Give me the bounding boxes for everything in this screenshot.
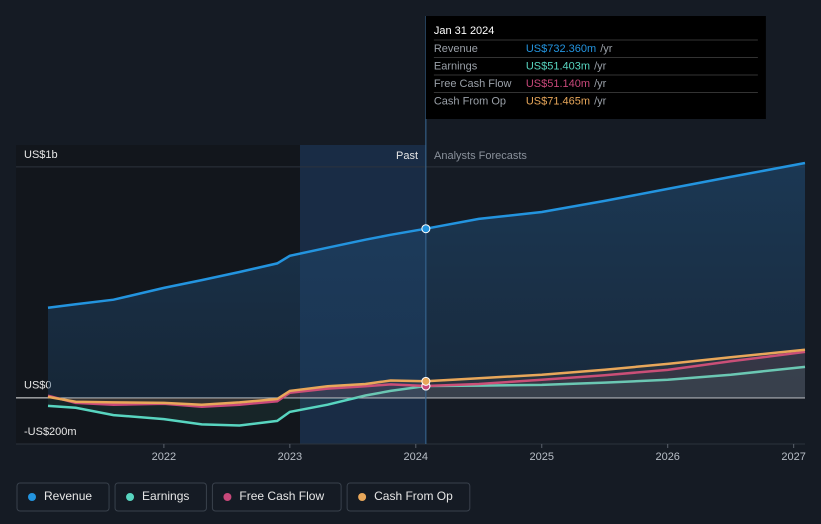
tooltip-row-label: Revenue bbox=[434, 43, 478, 55]
legend-label: Cash From Op bbox=[374, 489, 453, 503]
series-area bbox=[48, 349, 805, 405]
x-tick-label: 2026 bbox=[655, 451, 679, 463]
legend-swatch bbox=[223, 493, 232, 501]
legend-label: Revenue bbox=[44, 489, 92, 503]
series-line bbox=[47, 348, 806, 406]
legend-swatch bbox=[358, 493, 367, 501]
x-tick-label: 2023 bbox=[278, 451, 302, 463]
tooltip-row-value: US$71.465m bbox=[526, 95, 590, 107]
forecast-label: Analysts Forecasts bbox=[434, 150, 527, 162]
y-tick-label: US$0 bbox=[24, 380, 52, 392]
series-line bbox=[47, 161, 806, 310]
x-tick-label: 2022 bbox=[152, 451, 176, 463]
legend-item[interactable]: Revenue bbox=[16, 482, 110, 512]
tooltip-marker bbox=[421, 376, 431, 386]
y-tick-label: -US$200m bbox=[24, 426, 77, 438]
series-area bbox=[48, 366, 805, 426]
past-label: Past bbox=[396, 150, 418, 162]
legend-label: Earnings bbox=[142, 489, 189, 503]
tooltip-date: Jan 31 2024 bbox=[434, 25, 495, 37]
tooltip-row-unit: /yr bbox=[600, 43, 613, 55]
legend-swatch bbox=[28, 493, 36, 501]
legend-item[interactable]: Cash From Op bbox=[346, 482, 471, 512]
series-area bbox=[48, 163, 805, 398]
tooltip-row-unit: /yr bbox=[594, 60, 607, 72]
legend-box bbox=[346, 482, 471, 512]
tooltip-box bbox=[425, 16, 766, 119]
tooltip-row-unit: /yr bbox=[594, 78, 607, 90]
series-area bbox=[48, 351, 805, 407]
legend-box bbox=[114, 482, 207, 512]
x-tick-label: 2027 bbox=[781, 451, 805, 463]
legend-box bbox=[211, 482, 342, 512]
x-tick-label: 2024 bbox=[404, 451, 428, 463]
x-tick-label: 2025 bbox=[530, 451, 554, 463]
series-line bbox=[47, 365, 806, 427]
tooltip-row-label: Free Cash Flow bbox=[434, 78, 512, 90]
tooltip-row-unit: /yr bbox=[594, 95, 607, 107]
legend-label: Free Cash Flow bbox=[239, 489, 324, 503]
tooltip-row-value: US$732.360m bbox=[526, 43, 596, 55]
legend-swatch bbox=[126, 493, 135, 501]
tooltip-row-label: Cash From Op bbox=[434, 95, 506, 107]
tooltip-marker bbox=[421, 224, 431, 234]
tooltip-row-value: US$51.403m bbox=[526, 60, 590, 72]
tooltip-row-value: US$51.140m bbox=[526, 78, 590, 90]
tooltip-row-label: Earnings bbox=[434, 60, 478, 72]
legend-item[interactable]: Earnings bbox=[114, 482, 207, 512]
y-tick-label: US$1b bbox=[24, 149, 58, 161]
legend-box bbox=[16, 482, 110, 512]
legend-item[interactable]: Free Cash Flow bbox=[211, 482, 342, 512]
